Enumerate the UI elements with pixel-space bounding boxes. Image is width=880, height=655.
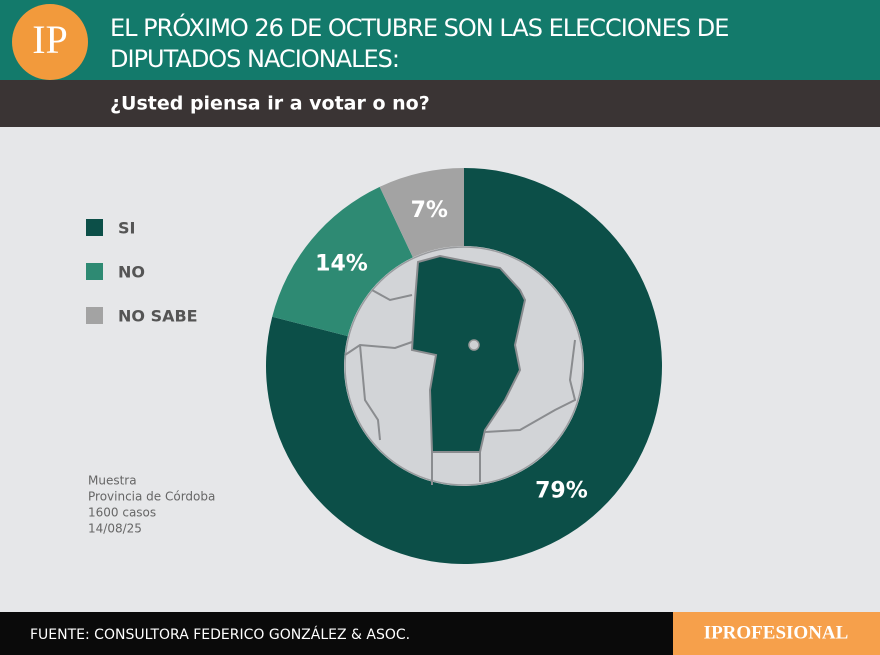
brand-box — [673, 612, 880, 655]
donut-segment — [272, 186, 413, 337]
donut: 79% 14% 7% — [266, 168, 663, 564]
subtitle-band — [0, 80, 880, 127]
legend-label: SI — [118, 219, 135, 238]
source: FUENTE: CONSULTORA FEDERICO GONZÁLEZ & A… — [30, 626, 410, 643]
logo-circle — [12, 4, 88, 80]
legend-swatch — [86, 219, 103, 236]
brand: IPROFESIONAL — [704, 622, 849, 643]
value-label: 14% — [315, 252, 368, 277]
donut-segment — [379, 168, 464, 258]
note: 1600 casos — [88, 506, 156, 520]
legend-swatch — [86, 307, 103, 324]
note: 14/08/25 — [88, 522, 142, 536]
map — [344, 246, 584, 486]
legend: SI NO NO SABE — [86, 219, 198, 326]
notes: Muestra Provincia de Córdoba 1600 casos 14/… — [88, 474, 215, 536]
subtitle: ¿Usted piensa ir a votar o no? — [110, 93, 430, 115]
note: Muestra — [88, 474, 137, 488]
title-line: DIPUTADOS NACIONALES: — [110, 45, 399, 73]
logo-text: IP — [32, 17, 68, 62]
legend-label: NO — [118, 263, 145, 282]
header-band — [0, 0, 880, 80]
value-label: 79% — [535, 479, 588, 504]
note: Provincia de Córdoba — [88, 490, 215, 504]
value-label: 7% — [411, 198, 448, 223]
legend-label: NO SABE — [118, 307, 198, 326]
donut-segment — [266, 168, 663, 564]
legend-swatch — [86, 263, 103, 280]
title-line: EL PRÓXIMO 26 DE OCTUBRE SON LAS ELECCIO… — [110, 12, 728, 42]
